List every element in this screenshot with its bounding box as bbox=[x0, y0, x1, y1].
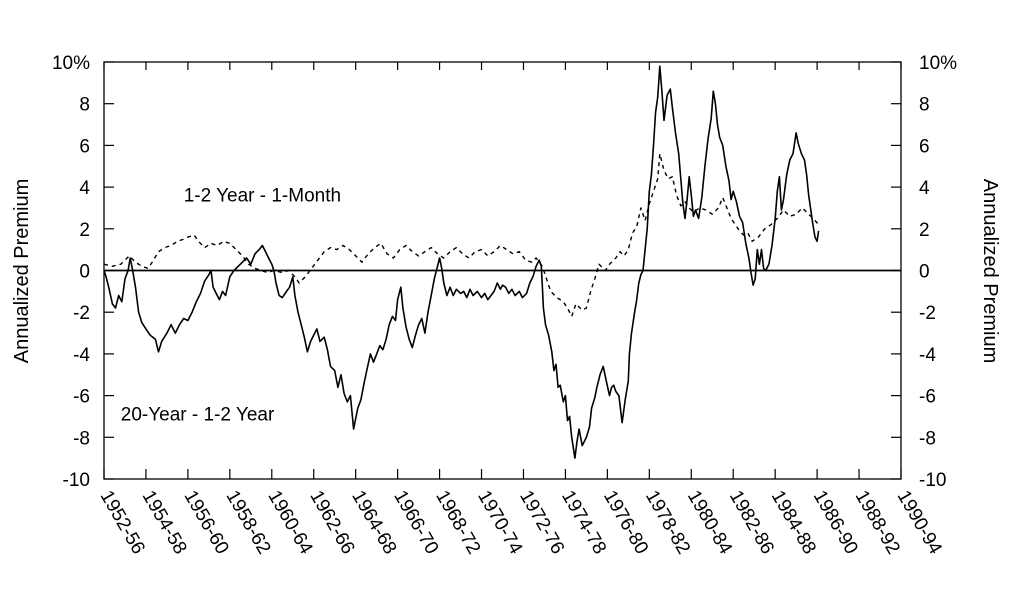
series-layer bbox=[103, 65, 820, 459]
y-tick-label-left: 0 bbox=[79, 262, 90, 283]
y-tick-label-right: 8 bbox=[919, 95, 930, 116]
annotation-1-2-year-1-month: 1-2 Year - 1-Month bbox=[184, 186, 341, 207]
y-tick-label-left: -4 bbox=[73, 345, 90, 366]
annotation-20-year-1-2-year: 20-Year - 1-2 Year bbox=[121, 405, 275, 426]
series-line-1-2-year-1-month bbox=[103, 153, 820, 318]
y-tick-label-right: 6 bbox=[919, 136, 930, 157]
y-tick-label-right: -6 bbox=[919, 387, 936, 408]
y-tick-label-left: 6 bbox=[79, 136, 90, 157]
y-tick-label-right: -8 bbox=[919, 428, 936, 449]
y-axis-title-left: Annualized Premium bbox=[11, 179, 33, 364]
y-tick-label-right: 4 bbox=[919, 178, 930, 199]
y-tick-label-right: -4 bbox=[919, 345, 936, 366]
y-axis-title-right: Annualized Premium bbox=[979, 179, 1001, 364]
y-tick-label-right: 10% bbox=[919, 53, 957, 74]
y-tick-label-left: -8 bbox=[73, 428, 90, 449]
y-tick-label-right: 0 bbox=[919, 262, 930, 283]
y-tick-label-left: -2 bbox=[73, 303, 90, 324]
series-line-20-year-1-2-year bbox=[103, 65, 820, 459]
axes: -10 -10-8 -8-6 -6-4 -4-2 -20 02 24 46 68 810% 10%19… bbox=[52, 53, 957, 558]
y-tick-label-right: -2 bbox=[919, 303, 936, 324]
y-tick-label-left: -6 bbox=[73, 387, 90, 408]
y-tick-label-right: 2 bbox=[919, 220, 930, 241]
y-tick-label-left: 8 bbox=[79, 95, 90, 116]
y-tick-label-left: -10 bbox=[63, 470, 90, 491]
y-tick-label-left: 4 bbox=[79, 178, 90, 199]
y-tick-label-left: 10% bbox=[52, 53, 90, 74]
y-tick-label-left: 2 bbox=[79, 220, 90, 241]
y-tick-label-right: -10 bbox=[919, 470, 946, 491]
